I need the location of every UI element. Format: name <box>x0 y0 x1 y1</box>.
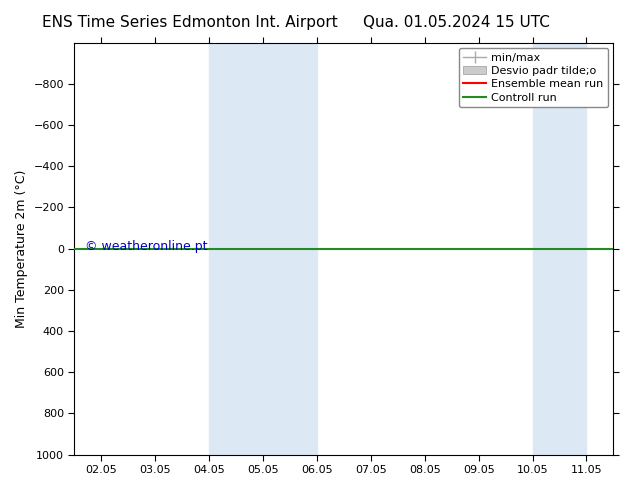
Bar <box>533 43 586 455</box>
Y-axis label: Min Temperature 2m (°C): Min Temperature 2m (°C) <box>15 170 28 328</box>
Text: © weatheronline.pt: © weatheronline.pt <box>85 240 208 253</box>
Text: ENS Time Series Edmonton Int. Airport: ENS Time Series Edmonton Int. Airport <box>42 15 338 30</box>
Text: Qua. 01.05.2024 15 UTC: Qua. 01.05.2024 15 UTC <box>363 15 550 30</box>
Bar <box>209 43 317 455</box>
Legend: min/max, Desvio padr tilde;o, Ensemble mean run, Controll run: min/max, Desvio padr tilde;o, Ensemble m… <box>459 48 608 107</box>
